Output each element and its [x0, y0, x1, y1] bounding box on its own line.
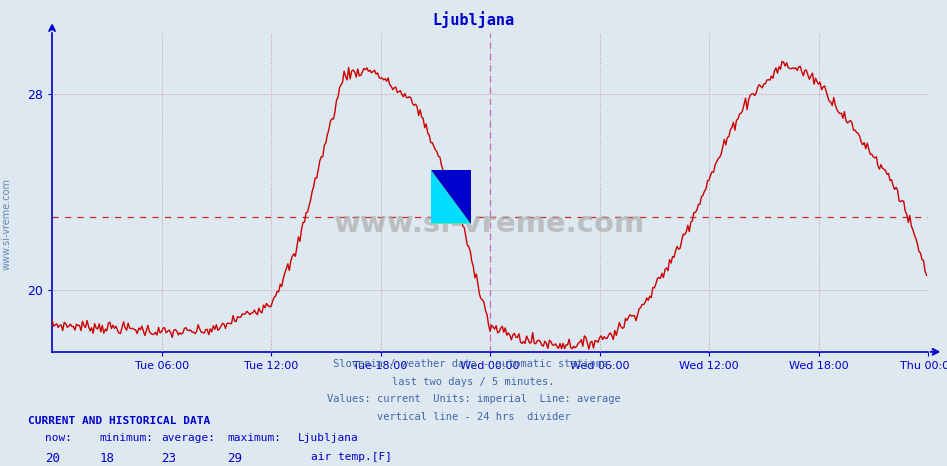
Text: www.si-vreme.com: www.si-vreme.com	[334, 210, 646, 238]
Text: vertical line - 24 hrs  divider: vertical line - 24 hrs divider	[377, 412, 570, 422]
Text: now:: now:	[45, 433, 73, 443]
Text: 20: 20	[45, 452, 61, 465]
Text: last two days / 5 minutes.: last two days / 5 minutes.	[392, 377, 555, 386]
Text: www.si-vreme.com: www.si-vreme.com	[2, 178, 11, 270]
Text: CURRENT AND HISTORICAL DATA: CURRENT AND HISTORICAL DATA	[28, 416, 210, 425]
Text: 29: 29	[227, 452, 242, 465]
Text: air temp.[F]: air temp.[F]	[311, 452, 392, 462]
Text: Ljubljana: Ljubljana	[298, 433, 359, 443]
Polygon shape	[431, 170, 471, 224]
Text: 23: 23	[161, 452, 176, 465]
Polygon shape	[431, 170, 471, 224]
Text: minimum:: minimum:	[99, 433, 153, 443]
Polygon shape	[431, 170, 471, 224]
Text: Ljubljana: Ljubljana	[433, 12, 514, 28]
Text: Slovenia / weather data - automatic stations.: Slovenia / weather data - automatic stat…	[333, 359, 614, 369]
Text: 18: 18	[99, 452, 115, 465]
Text: maximum:: maximum:	[227, 433, 281, 443]
Text: Values: current  Units: imperial  Line: average: Values: current Units: imperial Line: av…	[327, 394, 620, 404]
Text: average:: average:	[161, 433, 215, 443]
